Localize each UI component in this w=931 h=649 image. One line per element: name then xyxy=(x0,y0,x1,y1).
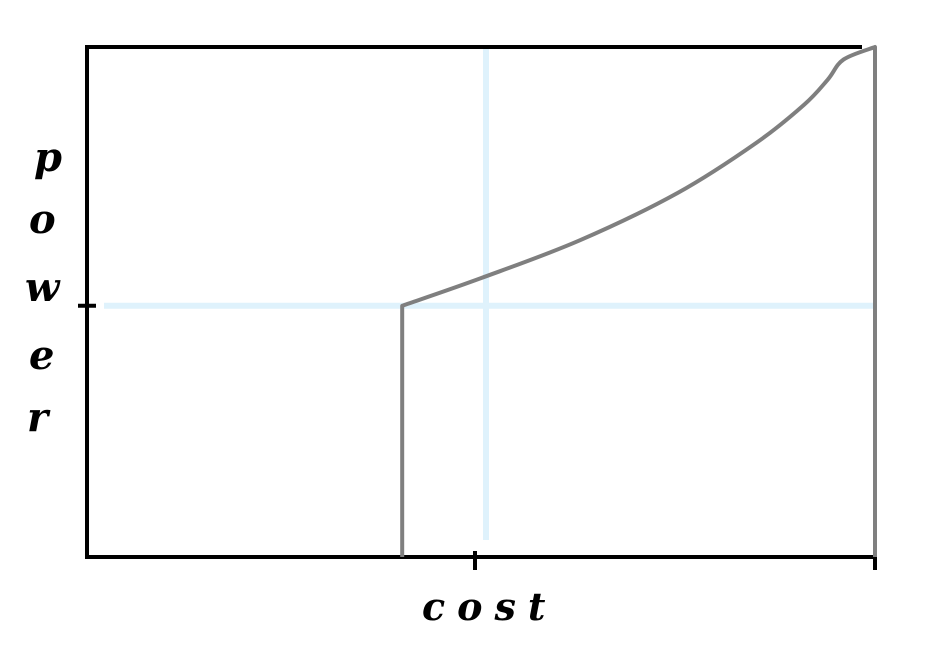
y-axis-label-letter-r: r xyxy=(27,394,49,441)
series-0-line xyxy=(400,45,877,557)
y-axis-label-letter-e: e xyxy=(29,332,55,379)
axes xyxy=(78,45,877,570)
reference-lines xyxy=(104,47,875,540)
y-axis-label-letter-p: p xyxy=(34,134,62,181)
x-axis-label: cost xyxy=(422,584,558,629)
series-curve xyxy=(400,45,877,557)
y-axis-label-letter-w: w xyxy=(25,264,60,311)
y-axis-label-letter-o: o xyxy=(29,196,56,243)
